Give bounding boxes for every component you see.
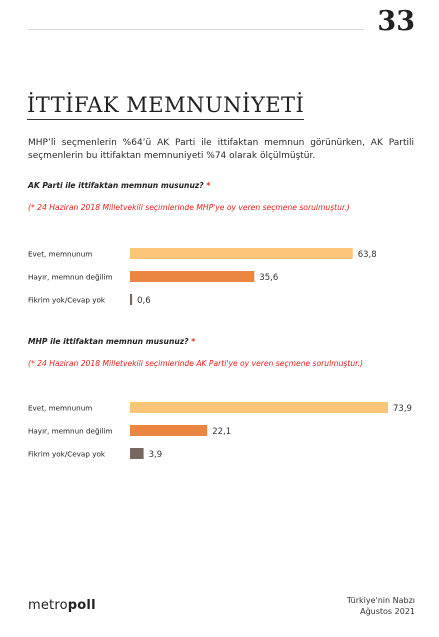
category-label: Evet, memnunum xyxy=(28,404,92,413)
value-label: 63,8 xyxy=(358,250,377,260)
metropoll-logo: metropoll xyxy=(28,598,96,613)
footer-source-line2: Ağustos 2021 xyxy=(360,607,415,616)
category-label: Evet, memnunum xyxy=(28,250,92,259)
question-1-text: AK Parti ile ittifaktan memnun musunuz? xyxy=(28,181,204,190)
question-1: AK Parti ile ittifaktan memnun musunuz? … xyxy=(28,181,210,190)
bar xyxy=(130,271,255,282)
footer-source-line1: Türkiye'nin Nabzı xyxy=(346,596,415,605)
question-2: MHP ile ittifaktan memnun musunuz? * xyxy=(28,337,195,346)
page-number: 33 xyxy=(377,6,415,37)
category-label: Hayır, memnun değilim xyxy=(28,273,113,282)
logo-light: metro xyxy=(28,598,68,613)
question-2-marker: * xyxy=(191,337,196,346)
value-label: 35,6 xyxy=(259,273,278,283)
category-label: Fikrim yok/Cevap yok xyxy=(28,450,106,459)
bar-chart-1: Evet, memnunum 63,8 Hayır, memnun değilim 3… xyxy=(28,248,377,306)
bar xyxy=(130,448,144,459)
category-label: Fikrim yok/Cevap yok xyxy=(28,296,106,305)
bar xyxy=(130,425,208,436)
chart-1: Evet, memnunum 63,8 Hayır, memnun değilim 3… xyxy=(0,244,439,324)
section-title: İTTİFAK MEMNUNİYETİ xyxy=(27,93,305,120)
value-label: 73,9 xyxy=(393,404,412,414)
value-label: 22,1 xyxy=(212,427,231,437)
top-rule xyxy=(28,29,364,30)
bar xyxy=(130,248,353,259)
note-2: (* 24 Haziran 2018 Milletvekili seçimler… xyxy=(28,359,363,368)
intro-paragraph: MHP’li seçmenlerin %64’ü AK Parti ile it… xyxy=(28,138,414,161)
chart-2: Evet, memnunum 73,9 Hayır, memnun değilim 2… xyxy=(0,398,439,478)
logo-bold: poll xyxy=(67,598,96,613)
bar xyxy=(130,402,388,413)
bar xyxy=(130,294,133,305)
question-1-marker: * xyxy=(206,181,211,190)
bar-chart-2: Evet, memnunum 73,9 Hayır, memnun değilim 2… xyxy=(28,402,412,460)
footer-source: Türkiye'nin Nabzı Ağustos 2021 xyxy=(347,595,415,617)
value-label: 3,9 xyxy=(149,450,163,460)
note-1: (* 24 Haziran 2018 Milletvekili seçimler… xyxy=(28,203,350,212)
value-label: 0,6 xyxy=(137,296,151,306)
question-2-text: MHP ile ittifaktan memnun musunuz? xyxy=(28,337,189,346)
category-label: Hayır, memnun değilim xyxy=(28,427,113,436)
